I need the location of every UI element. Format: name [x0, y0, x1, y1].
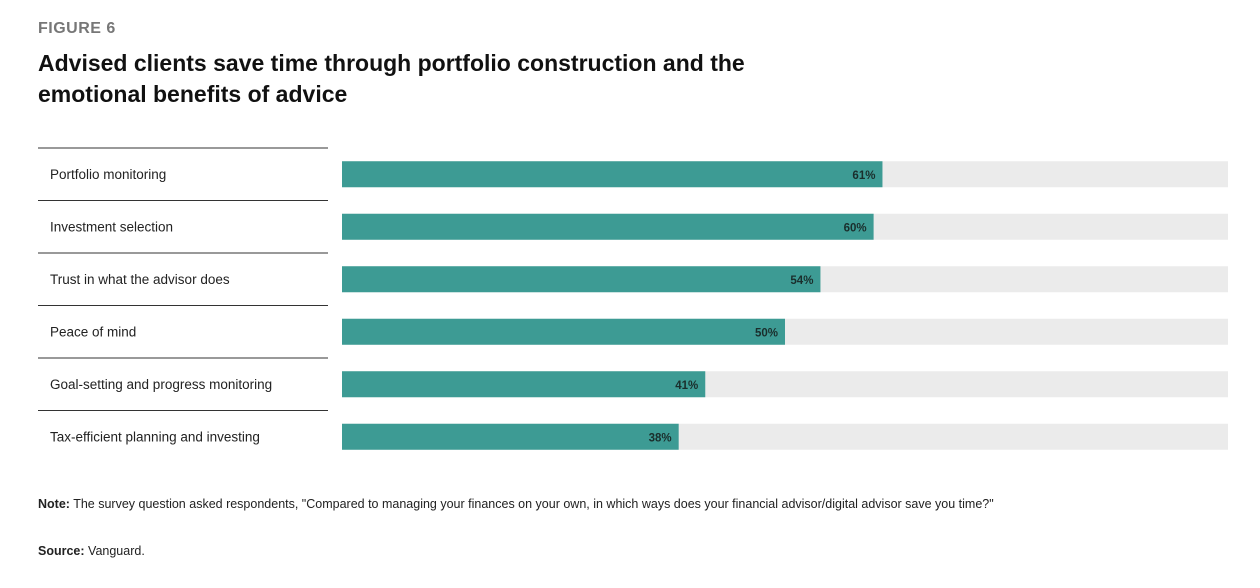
bar: [342, 213, 874, 240]
bar-value-label: 38%: [649, 432, 672, 444]
bar: [342, 371, 706, 398]
bar-value-label: 54%: [790, 275, 813, 287]
note-label: Note:: [38, 497, 70, 511]
chart-note: Note: The survey question asked responde…: [38, 496, 1228, 512]
category-label: Peace of mind: [50, 324, 136, 339]
bar-value-label: 41%: [675, 380, 698, 392]
bar: [342, 423, 679, 450]
category-label: Portfolio monitoring: [50, 167, 166, 182]
figure-label: FIGURE 6: [38, 20, 116, 37]
bar-chart: Portfolio monitoring 61% Investment select…: [38, 147, 1228, 450]
note-text: The survey question asked respondents, "…: [73, 497, 994, 511]
category-label: Trust in what the advisor does: [50, 272, 230, 287]
source-text: Vanguard.: [88, 544, 145, 558]
chart-source: Source: Vanguard.: [38, 544, 145, 558]
bar-value-label: 60%: [844, 222, 867, 234]
source-label: Source:: [38, 544, 85, 558]
bar: [342, 161, 883, 188]
category-label: Goal-setting and progress monitoring: [50, 377, 272, 392]
bar-value-label: 61%: [852, 170, 875, 182]
category-label: Tax-efficient planning and investing: [50, 429, 260, 444]
bar: [342, 318, 785, 345]
bar-value-label: 50%: [755, 327, 778, 339]
chart-title: Advised clients save time through portfo…: [38, 50, 745, 107]
bar: [342, 266, 821, 293]
category-label: Investment selection: [50, 219, 173, 234]
